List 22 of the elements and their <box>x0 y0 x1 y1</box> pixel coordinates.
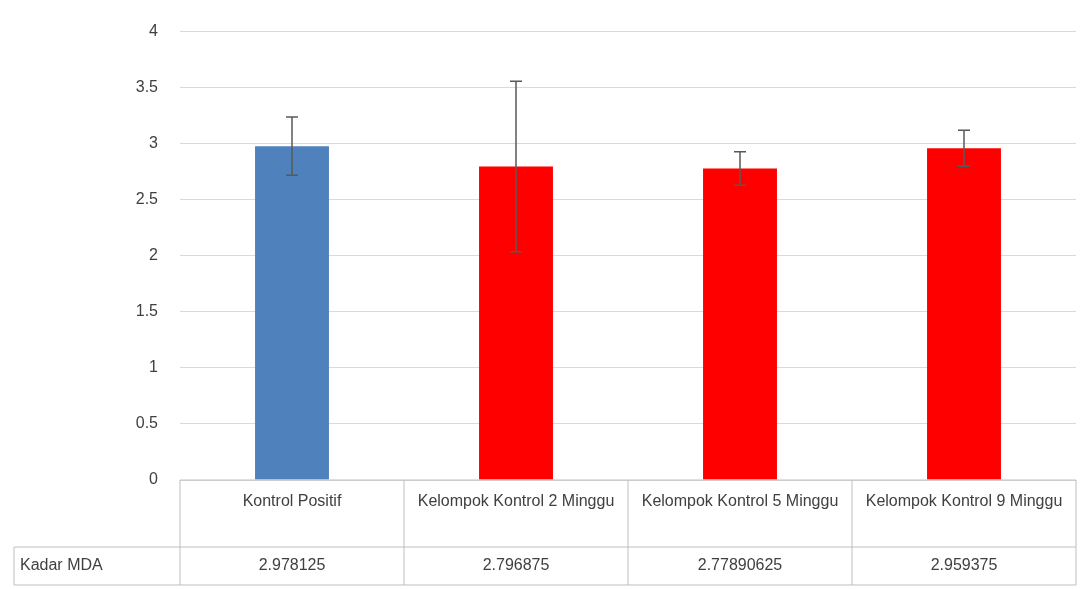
data-label: 2.959375 <box>930 556 998 574</box>
data-label: 2.77890625 <box>697 556 783 574</box>
y-tick-label: 0 <box>149 470 159 488</box>
data-label: 2.796875 <box>482 556 550 574</box>
x-tick-label: Kelompok Kontrol 5 Minggu <box>641 492 839 510</box>
bar <box>255 146 329 480</box>
text: Kadar MDA <box>20 556 104 574</box>
y-tick-label: 2 <box>149 246 159 264</box>
y-tick-label: 2.5 <box>135 190 159 208</box>
y-tick-label: 3.5 <box>135 78 159 96</box>
x-tick-label: Kontrol Positif <box>242 492 342 510</box>
y-tick-label: 3 <box>149 134 159 152</box>
y-tick-label: 4 <box>149 22 159 40</box>
bar <box>703 168 777 480</box>
bar <box>927 148 1001 480</box>
y-tick-label: 1.5 <box>135 302 159 320</box>
x-tick-label: Kelompok Kontrol 2 Minggu <box>417 492 615 510</box>
bar <box>479 166 553 480</box>
y-tick-label: 1 <box>149 358 159 376</box>
data-label: 2.978125 <box>258 556 326 574</box>
x-tick-label: Kelompok Kontrol 9 Minggu <box>865 492 1063 510</box>
y-tick-label: 0.5 <box>135 414 159 432</box>
